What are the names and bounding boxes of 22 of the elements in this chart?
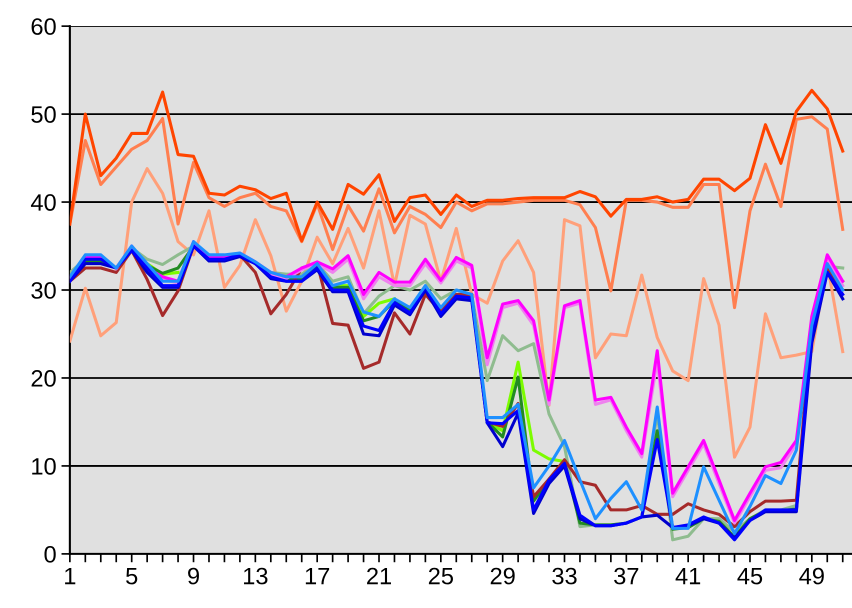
line-series bbox=[70, 88, 844, 242]
x-tick-label: 37 bbox=[614, 568, 638, 584]
y-tick-label: 30 bbox=[31, 282, 56, 299]
x-tick-label: 1 bbox=[65, 568, 76, 584]
y-tick-label: 60 bbox=[32, 18, 56, 35]
x-tick-label: 9 bbox=[188, 568, 199, 584]
x-tick-label: 49 bbox=[799, 568, 824, 584]
x-tick-label: 41 bbox=[676, 568, 700, 584]
y-tick-label: 10 bbox=[32, 458, 56, 475]
x-tick-label: 45 bbox=[737, 568, 762, 584]
y-tick-label: 0 bbox=[44, 546, 56, 563]
x-tick-label: 13 bbox=[244, 568, 268, 584]
x-tick-label: 29 bbox=[490, 568, 515, 584]
x-tick-label: 33 bbox=[552, 568, 577, 584]
x-tick-label: 25 bbox=[428, 568, 453, 584]
x-tick-label: 5 bbox=[126, 568, 138, 584]
y-tick-label: 20 bbox=[32, 370, 56, 387]
y-tick-label: 40 bbox=[30, 194, 56, 211]
line-series bbox=[70, 115, 844, 310]
y-tick-label: 50 bbox=[31, 106, 56, 123]
x-tick-label: 21 bbox=[367, 568, 391, 584]
x-tick-label: 17 bbox=[306, 568, 330, 584]
